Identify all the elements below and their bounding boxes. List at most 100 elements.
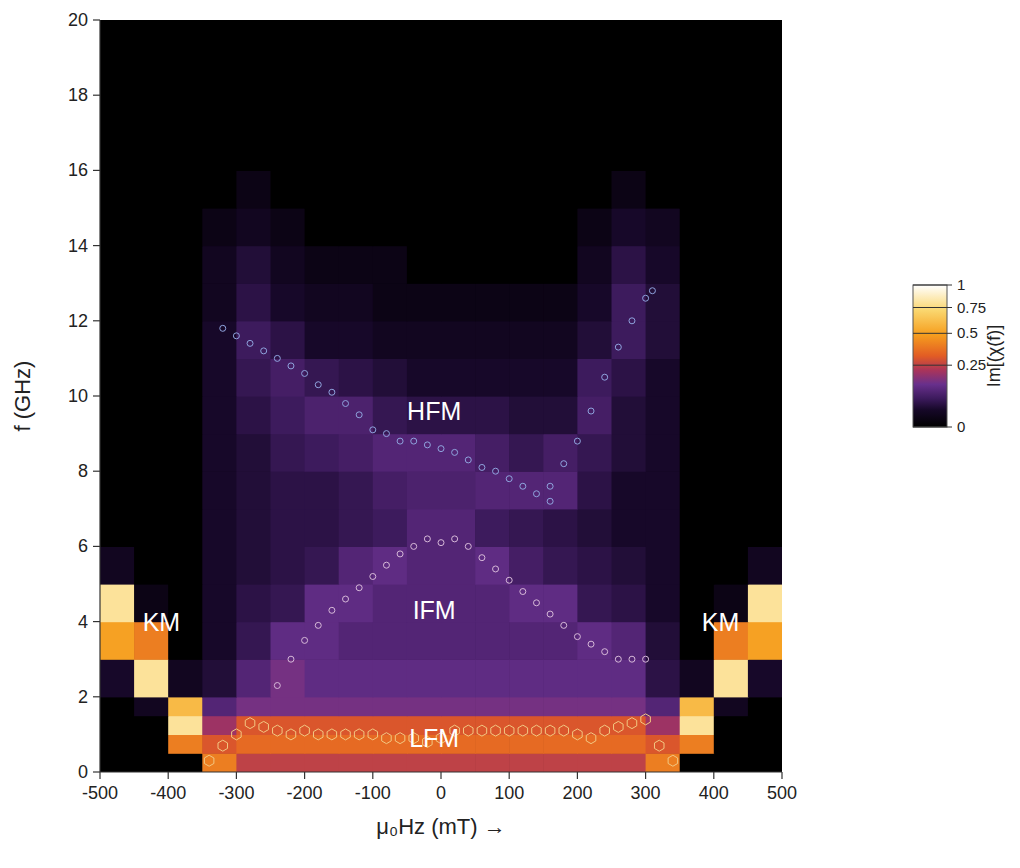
heatmap-cell [271, 246, 306, 284]
heatmap-cell [543, 170, 578, 208]
heatmap-cell [100, 20, 135, 171]
heatmap-cell [577, 471, 612, 509]
scatter-point [520, 589, 526, 595]
scatter-point [354, 729, 364, 740]
heatmap-cell [339, 434, 374, 472]
heatmap-cell [543, 659, 578, 697]
heatmap-cell [168, 358, 203, 396]
heatmap-cell [509, 170, 544, 208]
heatmap-cell [236, 622, 271, 660]
heatmap-cell [202, 584, 237, 622]
y-tick-label: 0 [78, 762, 88, 782]
heatmap-cell [100, 434, 135, 472]
heatmap-cell [168, 546, 203, 584]
heatmap-cell [100, 716, 135, 735]
heatmap-cell [680, 471, 715, 509]
x-tick [781, 772, 782, 779]
heatmap-cell [646, 546, 681, 584]
scatter-point [204, 755, 214, 766]
x-tick-label: 500 [767, 783, 797, 803]
plot-background [100, 20, 782, 772]
heatmap-cell [475, 509, 510, 547]
heatmap-cell [305, 509, 340, 547]
heatmap-cell [236, 434, 271, 472]
heatmap-cell [509, 358, 544, 396]
heatmap-cell [577, 358, 612, 396]
heatmap-cell [134, 734, 169, 753]
scatter-point [588, 641, 594, 647]
heatmap-cell [339, 208, 374, 246]
heatmap-cell [680, 20, 715, 171]
scatter-point [329, 389, 335, 395]
heatmap-cell [680, 434, 715, 472]
heatmap-cell [475, 20, 510, 171]
scatter-point [397, 551, 403, 557]
heatmap-cell [475, 396, 510, 434]
scatter-point [493, 566, 499, 572]
heatmap-cell [714, 716, 749, 735]
scatter-point [649, 288, 655, 294]
heatmap-cell [748, 734, 782, 753]
heatmap-cell [407, 697, 442, 716]
heatmap-cell [748, 509, 782, 547]
x-tick [372, 772, 373, 779]
scatter-point [532, 725, 542, 736]
scatter-point [288, 656, 294, 662]
scatter-point [218, 740, 228, 751]
y-tick-label: 14 [68, 236, 88, 256]
heatmap-cell [543, 434, 578, 472]
heatmap-cell [543, 697, 578, 716]
heatmap-cell [339, 396, 374, 434]
heatmap-cell [475, 246, 510, 284]
heatmap-cell [577, 321, 612, 359]
heatmap-cell [271, 509, 306, 547]
heatmap-cell [373, 283, 408, 321]
heatmap-cell [100, 396, 135, 434]
y-tick [93, 320, 100, 321]
heatmap-cell [714, 358, 749, 396]
heatmap-cell [339, 358, 374, 396]
heatmap-cell [612, 208, 647, 246]
scatter-point [574, 634, 580, 640]
scatter-point [654, 740, 664, 751]
y-tick [93, 696, 100, 697]
heatmap-cell [612, 20, 647, 171]
scatter-point [464, 725, 474, 736]
heatmap-cell [100, 753, 135, 772]
heatmap-cell [543, 321, 578, 359]
heatmap-cell [612, 358, 647, 396]
scatter-point [343, 401, 349, 407]
scatter-point [547, 611, 553, 617]
scatter-point [341, 729, 351, 740]
heatmap-cell [373, 471, 408, 509]
heatmap-cell [680, 546, 715, 584]
heatmap-cell [543, 208, 578, 246]
heatmap-cell [612, 509, 647, 547]
heatmap-cell [100, 697, 135, 716]
colorbar-title: Im[(χ(f)] [984, 325, 1004, 387]
heatmap-cell [236, 659, 271, 697]
heatmap-cell [509, 396, 544, 434]
heatmap-cell [441, 509, 476, 547]
y-axis-title: f (GHz) [10, 361, 35, 432]
scatter-point [273, 725, 283, 736]
scatter-point [629, 318, 635, 324]
heatmap-cell [305, 659, 340, 697]
x-tick [168, 772, 169, 779]
heatmap-cell [202, 396, 237, 434]
heatmap-cell [646, 734, 681, 753]
scatter-point [518, 725, 528, 736]
heatmap-cell [612, 753, 647, 772]
heatmap-cell [441, 208, 476, 246]
heatmap-cell [236, 509, 271, 547]
chart: -500-400-300-200-10001002003004005000246… [0, 0, 1020, 868]
heatmap-cell [577, 434, 612, 472]
x-tick-label: -200 [287, 783, 323, 803]
heatmap-cell [441, 283, 476, 321]
heatmap-cell [305, 697, 340, 716]
heatmap-cell [441, 321, 476, 359]
scatter-point [465, 543, 471, 549]
heatmap-cell [100, 584, 135, 622]
heatmap-cell [100, 321, 135, 359]
heatmap-cell [202, 509, 237, 547]
